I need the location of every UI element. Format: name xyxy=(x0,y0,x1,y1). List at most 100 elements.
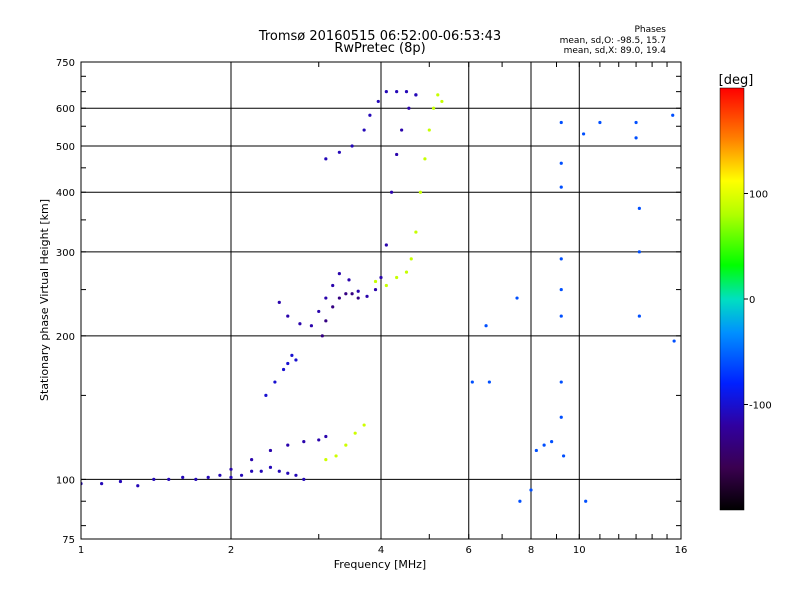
data-point xyxy=(515,296,519,300)
axis-tick-labels: 1 2 4 6 8 10 16 75 100 200 300 400 500 600 750 xyxy=(56,58,687,556)
data-point xyxy=(559,161,563,165)
data-point xyxy=(414,93,418,97)
data-point xyxy=(294,358,298,362)
data-point xyxy=(356,289,360,293)
data-point xyxy=(229,467,233,471)
data-point xyxy=(409,257,413,261)
data-point xyxy=(634,136,638,140)
y-tick-label: 100 xyxy=(56,475,75,486)
data-point xyxy=(286,361,290,366)
data-point xyxy=(167,477,171,482)
data-point xyxy=(414,230,418,234)
data-point xyxy=(487,380,491,384)
colorbar-tick-label: 0 xyxy=(749,295,755,306)
data-point xyxy=(286,314,290,318)
data-point xyxy=(561,454,566,458)
data-point xyxy=(436,93,440,97)
data-point xyxy=(259,469,263,473)
data-point xyxy=(418,190,423,194)
data-point xyxy=(356,296,360,300)
data-point xyxy=(302,477,306,482)
data-point xyxy=(239,473,244,477)
data-point xyxy=(529,488,533,492)
data-point xyxy=(423,157,427,161)
data-point xyxy=(559,185,563,189)
data-point xyxy=(324,458,328,462)
data-point xyxy=(534,448,538,453)
data-point xyxy=(268,465,273,469)
data-point xyxy=(559,415,563,419)
data-point xyxy=(671,113,675,117)
data-point xyxy=(281,367,286,372)
data-point xyxy=(431,106,436,110)
data-points xyxy=(81,90,676,503)
data-point xyxy=(395,90,399,94)
data-point xyxy=(484,324,488,328)
chart-title: Tromsø 20160515 06:52:00-06:53:43 xyxy=(258,29,501,44)
data-point xyxy=(294,473,298,477)
data-point xyxy=(542,443,546,447)
data-point xyxy=(384,90,388,94)
y-tick-label: 600 xyxy=(56,104,75,115)
data-point xyxy=(337,150,341,154)
data-point xyxy=(404,90,409,94)
data-point xyxy=(470,380,474,384)
data-point xyxy=(389,190,394,194)
x-tick-label: 10 xyxy=(573,545,586,556)
colorbar-ticks: 100 0 -100 xyxy=(744,190,772,412)
data-point xyxy=(350,292,354,296)
data-point xyxy=(286,443,290,447)
data-point xyxy=(273,380,277,384)
data-point xyxy=(672,339,676,343)
data-point xyxy=(334,454,338,458)
y-axis-label: Stationary phase Virtual Height [km] xyxy=(38,199,51,401)
data-point xyxy=(320,334,324,338)
data-point xyxy=(637,250,641,254)
data-point xyxy=(373,279,378,284)
data-point xyxy=(337,296,341,300)
data-point xyxy=(559,257,563,261)
y-tick-label: 200 xyxy=(56,332,75,343)
data-point xyxy=(584,499,588,503)
data-point xyxy=(229,475,233,479)
data-point xyxy=(637,314,641,318)
data-point xyxy=(559,380,563,384)
data-point xyxy=(350,144,354,148)
data-point xyxy=(298,322,302,326)
data-point xyxy=(324,319,328,323)
gridlines xyxy=(81,62,681,539)
data-point xyxy=(250,458,254,462)
data-point xyxy=(302,440,306,444)
data-point xyxy=(581,132,586,136)
colorbar-tick-label: 100 xyxy=(749,190,768,201)
data-point xyxy=(286,471,290,475)
data-point xyxy=(384,243,388,247)
data-point xyxy=(268,448,273,453)
colorbar-tick-label: -100 xyxy=(749,401,772,412)
data-point xyxy=(118,479,123,484)
data-point xyxy=(264,393,268,398)
data-point xyxy=(598,120,602,125)
data-point xyxy=(324,157,328,161)
data-point xyxy=(407,106,411,110)
data-point xyxy=(100,481,104,486)
data-point xyxy=(384,283,388,288)
y-tick-label: 400 xyxy=(56,188,75,199)
data-point xyxy=(368,113,372,117)
data-point xyxy=(559,287,563,292)
data-point xyxy=(362,423,366,427)
data-point xyxy=(559,120,563,125)
data-point xyxy=(379,275,383,280)
axis-ticks xyxy=(80,61,682,540)
data-point xyxy=(317,438,321,442)
data-point xyxy=(440,99,444,104)
data-point xyxy=(317,309,321,314)
data-point xyxy=(395,275,399,280)
data-point xyxy=(331,305,335,309)
data-point xyxy=(181,475,185,479)
chart-subtitle: RwPretec (8p) xyxy=(334,41,425,56)
data-point xyxy=(194,477,198,482)
data-point xyxy=(152,477,156,482)
colorbar xyxy=(719,87,745,511)
